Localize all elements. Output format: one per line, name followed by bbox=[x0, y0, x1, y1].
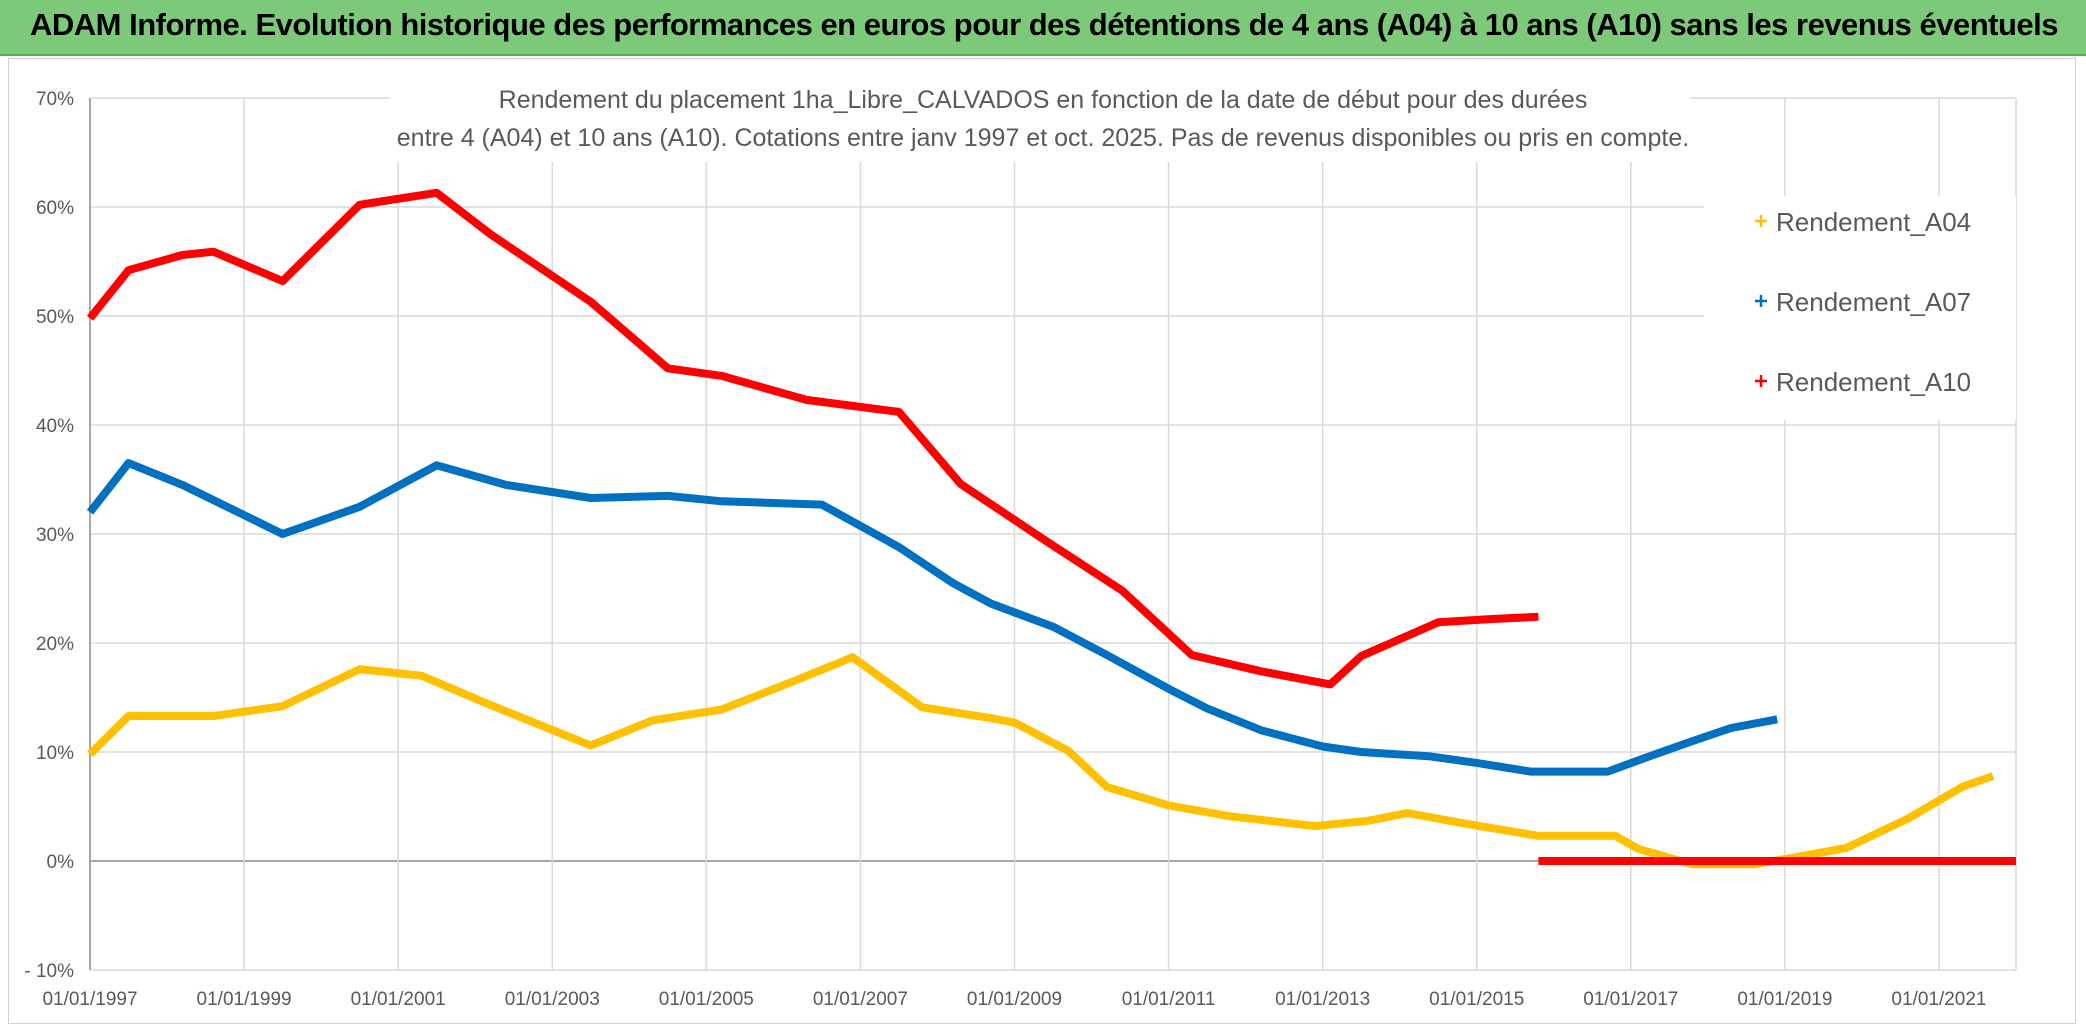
y-tick-label: 70% bbox=[36, 89, 74, 110]
x-tick-label: 01/01/2015 bbox=[1429, 989, 1524, 1010]
x-tick-label: 01/01/2013 bbox=[1275, 989, 1370, 1010]
legend-label-a07: Rendement_A07 bbox=[1776, 287, 1971, 317]
header-banner: ADAM Informe. Evolution historique des p… bbox=[0, 0, 2086, 56]
y-tick-label: 20% bbox=[36, 634, 74, 655]
series-layer bbox=[86, 188, 2016, 869]
y-tick-label: - 10% bbox=[24, 961, 74, 982]
series-line-a04 bbox=[87, 653, 1995, 869]
x-tick-label: 01/01/2009 bbox=[967, 989, 1062, 1010]
legend-layer: Rendement_A04 Rendement_A07 Rendement_A10 bbox=[1704, 196, 2016, 420]
x-tick-label: 01/01/2021 bbox=[1891, 989, 1986, 1010]
series-line-a07 bbox=[86, 459, 1778, 776]
chart-title-layer: Rendement du placement 1ha_Libre_CALVADO… bbox=[390, 78, 1690, 162]
y-tick-label: 30% bbox=[36, 525, 74, 546]
y-tick-label: 0% bbox=[47, 852, 75, 873]
x-tick-label: 01/01/2003 bbox=[505, 989, 600, 1010]
x-tick-label: 01/01/2005 bbox=[659, 989, 754, 1010]
legend-background bbox=[1704, 196, 2016, 420]
y-tick-label: 10% bbox=[36, 743, 74, 764]
legend-label-a04: Rendement_A04 bbox=[1776, 207, 1971, 237]
series-line-a10 bbox=[86, 188, 1539, 689]
y-tick-label: 50% bbox=[36, 307, 74, 328]
x-tick-label: 01/01/1999 bbox=[197, 989, 292, 1010]
y-tick-label: 40% bbox=[36, 416, 74, 437]
x-tick-label: 01/01/2001 bbox=[351, 989, 446, 1010]
x-tick-label: 01/01/2017 bbox=[1583, 989, 1678, 1010]
page-title: ADAM Informe. Evolution historique des p… bbox=[30, 7, 2059, 42]
axis-layer: - 10% 0% 10% 20% 30% 40% 50% 60% 70% 01/01/1997 01… bbox=[24, 89, 1986, 1010]
chart-title-line: entre 4 (A04) et 10 ans (A10). Cotations… bbox=[397, 124, 1689, 152]
x-tick-label: 01/01/1997 bbox=[42, 989, 137, 1010]
x-tick-label: 01/01/2011 bbox=[1122, 989, 1216, 1010]
x-tick-label: 01/01/2007 bbox=[813, 989, 908, 1010]
chart-title-line: Rendement du placement 1ha_Libre_CALVADO… bbox=[499, 86, 1588, 114]
chart-title-background bbox=[390, 78, 1690, 162]
x-tick-label: 01/01/2019 bbox=[1737, 989, 1832, 1010]
chart-frame bbox=[8, 58, 2076, 1024]
legend-label-a10: Rendement_A10 bbox=[1776, 367, 1971, 397]
y-tick-label: 60% bbox=[36, 198, 74, 219]
